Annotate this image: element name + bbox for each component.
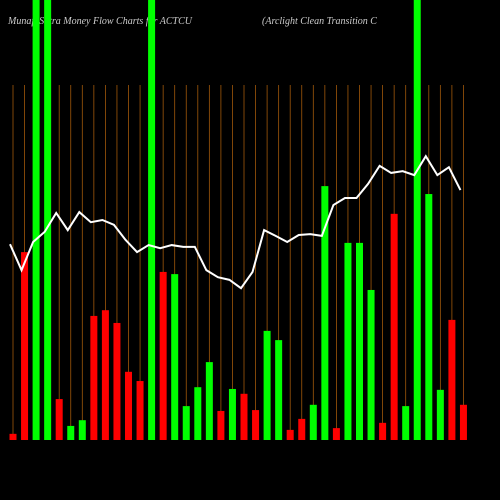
bar — [228, 388, 236, 440]
bar — [205, 362, 213, 440]
bar — [32, 0, 40, 440]
bar — [252, 410, 260, 440]
bar — [367, 289, 375, 440]
bar — [217, 410, 225, 440]
bar — [356, 242, 363, 440]
bar — [136, 381, 144, 440]
bar — [332, 428, 340, 440]
bar — [113, 322, 121, 440]
bar — [459, 404, 467, 440]
bar — [436, 389, 444, 440]
bar — [171, 274, 179, 440]
bar — [425, 194, 433, 440]
price-line — [9, 154, 462, 290]
bar — [182, 406, 190, 440]
bar — [44, 0, 52, 440]
chart-subtitle: (Arclight Clean Transition C — [262, 16, 377, 27]
bar — [159, 271, 167, 440]
bar — [286, 429, 294, 440]
bar — [55, 399, 63, 440]
bar — [67, 425, 75, 440]
bar — [9, 433, 17, 440]
bar — [390, 213, 398, 440]
bar — [309, 404, 317, 440]
bar — [263, 330, 271, 440]
bar — [125, 371, 132, 440]
bar — [413, 0, 421, 440]
bar — [148, 0, 156, 440]
chart-title: MunafaSutra Money Flow Charts for ACTCU — [7, 16, 193, 27]
bar — [90, 315, 98, 440]
bar — [240, 393, 248, 440]
bar — [101, 310, 109, 440]
bar — [298, 418, 306, 440]
bar — [402, 406, 410, 440]
bar — [194, 387, 202, 440]
bar — [379, 422, 387, 440]
bar — [448, 319, 456, 440]
bar — [21, 252, 29, 440]
bar — [321, 186, 329, 440]
bar — [78, 420, 86, 440]
bar — [344, 242, 352, 440]
bar — [275, 340, 283, 440]
